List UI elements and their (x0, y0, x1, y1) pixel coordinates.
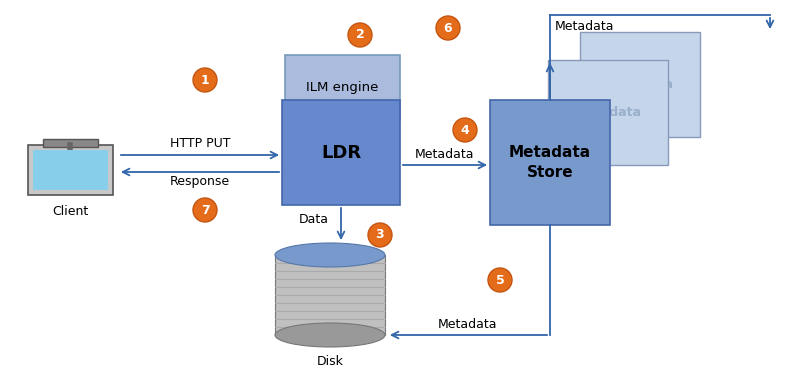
Text: Client: Client (52, 205, 88, 218)
Text: Metadata: Metadata (555, 20, 615, 33)
Text: 3: 3 (376, 229, 385, 241)
Text: HTTP PUT: HTTP PUT (170, 137, 230, 150)
Text: 1: 1 (201, 73, 209, 87)
FancyBboxPatch shape (285, 55, 400, 120)
Text: 7: 7 (201, 204, 209, 216)
Circle shape (453, 118, 477, 142)
Text: Metadata
Store: Metadata Store (509, 145, 591, 180)
Text: 6: 6 (444, 22, 452, 34)
FancyBboxPatch shape (28, 145, 113, 195)
Text: Data: Data (299, 213, 329, 226)
FancyBboxPatch shape (282, 100, 400, 205)
FancyBboxPatch shape (43, 139, 98, 147)
Text: 2: 2 (355, 28, 364, 41)
FancyBboxPatch shape (580, 32, 700, 137)
Text: ILM engine: ILM engine (306, 81, 379, 94)
Ellipse shape (275, 243, 385, 267)
Text: LDR: LDR (321, 144, 361, 162)
Text: Metadata: Metadata (416, 148, 475, 161)
Circle shape (436, 16, 460, 40)
Circle shape (488, 268, 512, 292)
Circle shape (193, 198, 217, 222)
Text: 5: 5 (496, 273, 504, 286)
Text: Metadata: Metadata (607, 78, 673, 91)
Text: Response: Response (170, 175, 230, 188)
Text: Disk: Disk (316, 355, 343, 368)
FancyBboxPatch shape (33, 150, 108, 190)
Circle shape (193, 68, 217, 92)
Text: 4: 4 (461, 123, 469, 137)
Text: Metadata: Metadata (574, 106, 642, 119)
Polygon shape (275, 255, 385, 335)
Ellipse shape (275, 323, 385, 347)
Circle shape (348, 23, 372, 47)
FancyBboxPatch shape (490, 100, 610, 225)
Circle shape (368, 223, 392, 247)
FancyBboxPatch shape (548, 60, 668, 165)
Text: Metadata: Metadata (438, 318, 497, 331)
